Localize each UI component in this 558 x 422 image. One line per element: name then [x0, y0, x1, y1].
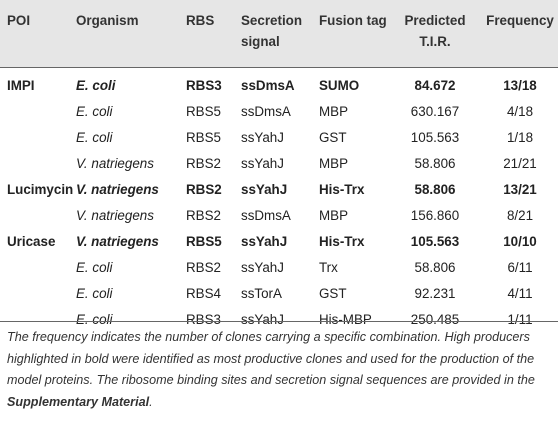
cell-frequency: 4/11: [507, 286, 533, 301]
table-header-row: POI Organism RBS Secretion signal Fusion…: [0, 0, 558, 67]
cell-poi: [0, 255, 76, 281]
cell-predicted-tir: 630.167: [410, 104, 460, 119]
cell-organism: E. coli: [76, 312, 113, 327]
table-row: IMPI E. coli RBS3 ssDmsA SUMO 84.672 13/18: [0, 67, 558, 99]
cell-fusion-tag: MBP: [319, 104, 349, 119]
header-poi: POI: [7, 13, 31, 28]
header-secretion-signal: Secretion signal: [241, 13, 303, 49]
cell-frequency: 13/18: [503, 78, 537, 93]
header-fusion-tag: Fusion tag: [319, 13, 387, 28]
cell-predicted-tir: 58.806: [414, 260, 456, 275]
table-row: V. natriegens RBS2 ssDmsA MBP 156.860 8/21: [0, 203, 558, 229]
cell-fusion-tag: GST: [319, 130, 347, 145]
header-frequency: Frequency: [486, 13, 554, 28]
cell-secretion-signal: ssYahJ: [241, 260, 284, 275]
table-row: Uricase V. natriegens RBS5 ssYahJ His-Trx 105…: [0, 229, 558, 255]
cell-rbs: RBS3: [186, 312, 221, 327]
cell-fusion-tag: Trx: [319, 260, 338, 275]
cell-secretion-signal: ssYahJ: [241, 130, 284, 145]
header-rbs: RBS: [186, 13, 215, 28]
cell-frequency: 8/21: [506, 208, 534, 223]
cell-fusion-tag: MBP: [319, 208, 349, 223]
cell-secretion-signal: ssYahJ: [241, 182, 288, 197]
cell-frequency: 4/18: [506, 104, 534, 119]
data-table: POI Organism RBS Secretion signal Fusion…: [0, 0, 558, 333]
footnote-end: .: [149, 394, 153, 409]
cell-secretion-signal: ssDmsA: [241, 104, 291, 119]
cell-secretion-signal: ssYahJ: [241, 312, 284, 327]
cell-organism: V. natriegens: [76, 182, 159, 197]
cell-predicted-tir: 58.806: [414, 156, 456, 171]
cell-organism: E. coli: [76, 286, 113, 301]
cell-secretion-signal: ssDmsA: [241, 78, 295, 93]
table-row: E. coli RBS4 ssTorA GST 92.231 4/11: [0, 281, 558, 307]
cell-rbs: RBS4: [186, 286, 221, 301]
header-rule: [0, 67, 558, 68]
cell-rbs: RBS2: [186, 208, 221, 223]
header-predicted-tir: Predicted T.I.R.: [404, 13, 466, 49]
cell-organism: E. coli: [76, 260, 113, 275]
table-footnote: The frequency indicates the number of cl…: [7, 327, 552, 413]
cell-poi: [0, 99, 76, 125]
cell-poi: [0, 203, 76, 229]
cell-secretion-signal: ssYahJ: [241, 156, 284, 171]
cell-rbs: RBS3: [186, 78, 222, 93]
cell-frequency: 6/11: [507, 260, 533, 275]
top-rule: [0, 0, 558, 2]
cell-fusion-tag: GST: [319, 286, 347, 301]
cell-secretion-signal: ssYahJ: [241, 234, 288, 249]
bottom-rule: [0, 321, 558, 322]
cell-frequency: 1/18: [506, 130, 534, 145]
table-body: IMPI E. coli RBS3 ssDmsA SUMO 84.672 13/18 E. c…: [0, 67, 558, 333]
cell-frequency: 1/11: [507, 312, 533, 327]
cell-rbs: RBS5: [186, 234, 222, 249]
table-row: E. coli RBS3 ssYahJ His-MBP 250.485 1/11: [0, 307, 558, 333]
cell-fusion-tag: SUMO: [319, 78, 360, 93]
footnote-text: The frequency indicates the number of cl…: [7, 330, 535, 387]
cell-poi: [0, 281, 76, 307]
cell-poi: Lucimycin: [7, 182, 74, 197]
cell-rbs: RBS2: [186, 182, 222, 197]
cell-predicted-tir: 92.231: [414, 286, 456, 301]
cell-fusion-tag: His-Trx: [319, 182, 365, 197]
table-row: Lucimycin V. natriegens RBS2 ssYahJ His-Trx 5…: [0, 177, 558, 203]
cell-predicted-tir: 105.563: [410, 130, 460, 145]
cell-predicted-tir: 58.806: [414, 182, 456, 197]
cell-rbs: RBS5: [186, 104, 221, 119]
cell-organism: V. natriegens: [76, 156, 154, 171]
cell-rbs: RBS2: [186, 156, 221, 171]
cell-rbs: RBS2: [186, 260, 221, 275]
cell-organism: V. natriegens: [76, 208, 154, 223]
cell-frequency: 10/10: [503, 234, 537, 249]
cell-poi: [0, 125, 76, 151]
cell-frequency: 13/21: [503, 182, 537, 197]
cell-frequency: 21/21: [503, 156, 537, 171]
cell-fusion-tag: His-MBP: [319, 312, 372, 327]
table-row: V. natriegens RBS2 ssYahJ MBP 58.806 21/21: [0, 151, 558, 177]
cell-fusion-tag: MBP: [319, 156, 349, 171]
table-row: E. coli RBS5 ssDmsA MBP 630.167 4/18: [0, 99, 558, 125]
cell-secretion-signal: ssTorA: [241, 286, 282, 301]
cell-poi: Uricase: [7, 234, 56, 249]
table-row: E. coli RBS2 ssYahJ Trx 58.806 6/11: [0, 255, 558, 281]
cell-predicted-tir: 84.672: [414, 78, 456, 93]
header-organism: Organism: [76, 13, 139, 28]
table-row: E. coli RBS5 ssYahJ GST 105.563 1/18: [0, 125, 558, 151]
cell-rbs: RBS5: [186, 130, 221, 145]
cell-organism: V. natriegens: [76, 234, 159, 249]
cell-fusion-tag: His-Trx: [319, 234, 365, 249]
cell-poi: [0, 151, 76, 177]
cell-organism: E. coli: [76, 130, 113, 145]
cell-predicted-tir: 250.485: [410, 312, 460, 327]
cell-predicted-tir: 105.563: [410, 234, 460, 249]
supplementary-material-link[interactable]: Supplementary Material: [7, 394, 150, 409]
cell-secretion-signal: ssDmsA: [241, 208, 291, 223]
cell-predicted-tir: 156.860: [410, 208, 460, 223]
cell-organism: E. coli: [76, 104, 113, 119]
cell-poi: IMPI: [7, 78, 35, 93]
cell-organism: E. coli: [76, 78, 116, 93]
